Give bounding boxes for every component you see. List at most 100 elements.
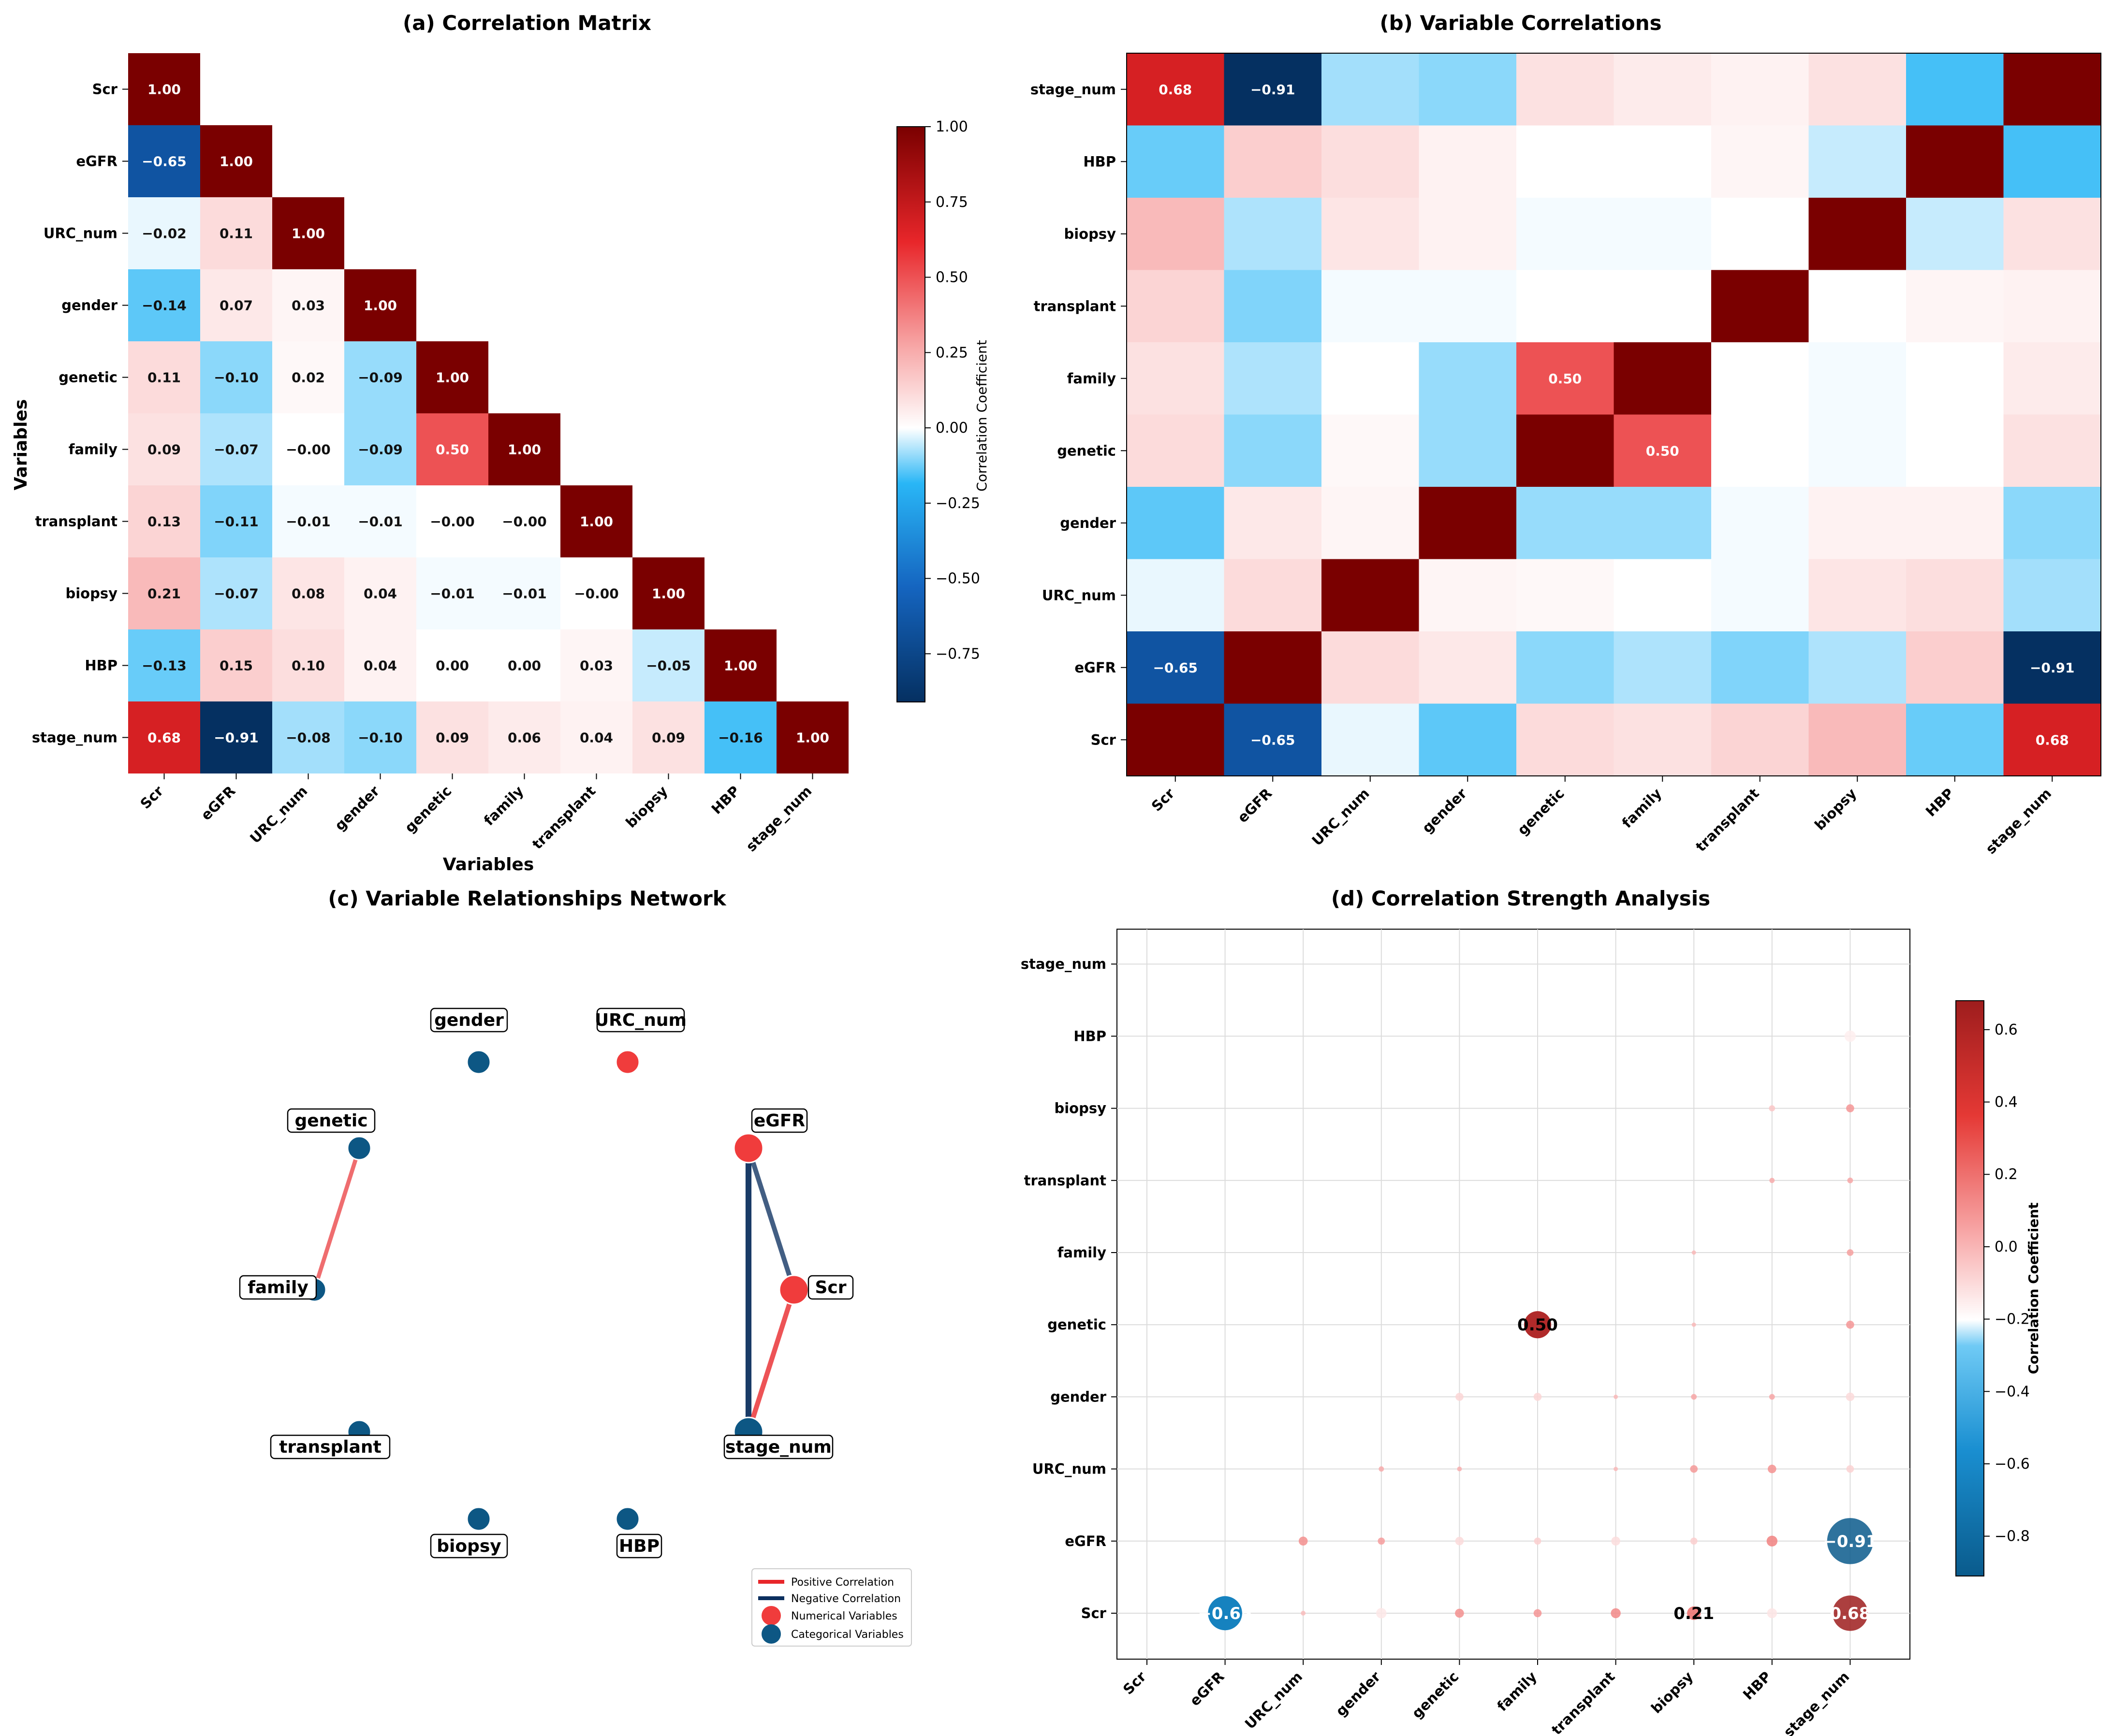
colorbar-tick-label: 0.2 — [1995, 1166, 2018, 1183]
bubble-value-label: 0.68 — [1830, 1604, 1870, 1623]
y-tick-label: URC_num — [1042, 587, 1116, 603]
y-tick-label: genetic — [59, 369, 117, 386]
bubble-point — [1455, 1393, 1464, 1401]
heatmap-cell — [488, 413, 560, 485]
heatmap-cell — [128, 701, 200, 773]
x-tick-label: genetic — [1409, 1668, 1462, 1721]
heatmap-cell — [1127, 487, 1225, 560]
heatmap-cell — [1419, 414, 1517, 487]
cell-value-label: 0.03 — [292, 298, 325, 314]
heatmap-cell — [1127, 703, 1225, 776]
heatmap-cell — [416, 557, 488, 629]
heatmap-cell — [1906, 703, 2004, 776]
heatmap-cell — [1516, 559, 1614, 632]
y-tick-label: eGFR — [76, 153, 117, 170]
node-label-box — [430, 1007, 508, 1033]
heatmap-cell — [1711, 631, 1809, 704]
heatmap-cell — [1321, 270, 1420, 343]
y-tick-label: biopsy — [65, 585, 117, 602]
x-tick-label: gender — [1419, 785, 1470, 836]
heatmap-cell — [272, 629, 344, 701]
heatmap-cell — [1711, 703, 1809, 776]
network-node-genetic — [347, 1136, 372, 1161]
panel-b-frame — [1126, 53, 2101, 776]
heatmap-cell — [1614, 125, 1712, 198]
legend-negative-label: Negative Correlation — [791, 1593, 901, 1605]
heatmap-cell — [2003, 414, 2101, 487]
x-tick-label: gender — [1333, 1668, 1384, 1719]
x-tick-label: stage_num — [1982, 785, 2054, 857]
bubble-point — [1378, 1537, 1385, 1545]
heatmap-cell — [1224, 53, 1322, 126]
node-label-box — [807, 1275, 854, 1300]
cell-value-label: −0.01 — [430, 586, 475, 602]
network-node-HBP — [615, 1506, 640, 1532]
network-node-biopsy — [466, 1506, 491, 1532]
bubble-point — [1534, 1537, 1541, 1545]
x-tick-label: family — [1619, 785, 1665, 832]
panel-d-x-ticks: Scr eGFR URC_num gender genetic family transpl… — [1120, 1659, 1852, 1736]
bubble-value-label: −0.91 — [1823, 1532, 1877, 1551]
network-node-Scr — [778, 1274, 809, 1305]
heatmap-cell — [1516, 631, 1614, 704]
heatmap-cell — [128, 557, 200, 629]
x-tick-label: genetic — [401, 783, 455, 836]
colorbar-tick-label: 0.00 — [936, 420, 968, 437]
heatmap-cell — [2003, 631, 2101, 704]
y-tick-label: stage_num — [1030, 81, 1116, 98]
colorbar-tick-label: −0.4 — [1995, 1383, 2030, 1400]
x-tick-label: URC_num — [1242, 1668, 1306, 1732]
colorbar-tick-label: −0.75 — [936, 645, 980, 662]
heatmap-cell — [1614, 703, 1712, 776]
heatmap-cell — [200, 269, 272, 341]
cell-value-label: −0.09 — [358, 442, 403, 458]
heatmap-cell — [416, 485, 488, 557]
panel-a-colorbar-ticks: 1.00 0.75 0.50 0.25 0.00 −0.25 −0.50 −0.75 — [925, 118, 980, 662]
heatmap-cell — [488, 485, 560, 557]
node-label: genetic — [294, 1111, 367, 1131]
heatmap-cell — [200, 701, 272, 773]
heatmap-cell — [1614, 53, 1712, 126]
x-tick-label: eGFR — [1187, 1668, 1228, 1709]
network-node-gender — [466, 1050, 491, 1075]
heatmap-cell — [1808, 53, 1907, 126]
node-label-box — [239, 1275, 317, 1300]
x-tick-label: transplant — [529, 783, 599, 853]
cell-value-label: −0.07 — [214, 442, 259, 458]
y-tick-label: transplant — [35, 513, 118, 530]
cell-value-label: 1.00 — [436, 370, 469, 386]
heatmap-cell — [200, 125, 272, 197]
heatmap-cell — [272, 557, 344, 629]
heatmap-cell — [1419, 703, 1517, 776]
bubble-value-label: 0.50 — [1517, 1315, 1558, 1335]
y-tick-label: transplant — [1024, 1172, 1107, 1189]
heatmap-cell — [344, 269, 416, 341]
heatmap-cell — [704, 629, 777, 701]
cell-value-label: 0.07 — [220, 298, 253, 314]
cell-value-label: −0.91 — [214, 730, 259, 746]
heatmap-cell — [560, 629, 632, 701]
y-tick-label: genetic — [1057, 442, 1116, 459]
heatmap-cell — [1224, 414, 1322, 487]
bubble-point — [1846, 1104, 1854, 1112]
heatmap-cell — [344, 485, 416, 557]
bubble-point — [1376, 1608, 1387, 1619]
panel-d-colorbar-label: Correlation Coefficient — [2025, 1202, 2041, 1374]
cell-value-label: 0.09 — [652, 730, 685, 746]
y-tick-label: Scr — [1081, 1605, 1107, 1621]
colorbar-tick-label: 0.0 — [1995, 1239, 2018, 1255]
heatmap-cell — [128, 197, 200, 269]
bubble-point — [1691, 1250, 1696, 1255]
cell-value-label: −0.65 — [142, 154, 187, 170]
x-tick-label: transplant — [1548, 1668, 1618, 1736]
heatmap-cell — [128, 269, 200, 341]
positive-edge — [312, 1146, 362, 1292]
y-tick-label: Scr — [92, 81, 118, 98]
node-label-box — [596, 1007, 685, 1033]
colorbar-tick-label: −0.50 — [936, 570, 980, 587]
heatmap-cell — [1127, 631, 1225, 704]
heatmap-cell — [1321, 342, 1420, 415]
bubble-point — [1455, 1608, 1464, 1618]
panel-d-colorbar-ticks: 0.6 0.4 0.2 0.0 −0.2 −0.4 −0.6 −0.8 — [1984, 1021, 2030, 1545]
node-label-box — [723, 1434, 834, 1459]
